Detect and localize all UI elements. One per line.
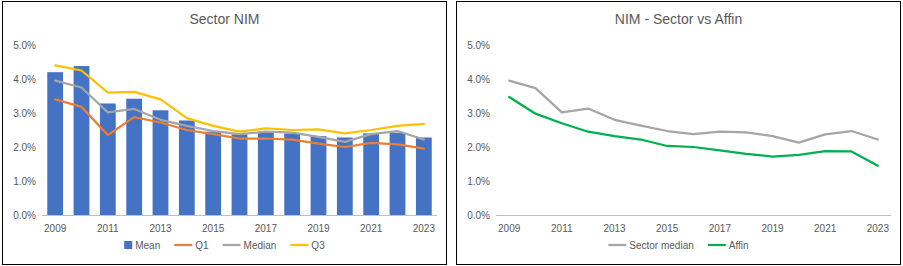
legend-item: Sector median (608, 240, 693, 251)
x-tick-label: 2021 (814, 223, 837, 234)
chart-panel: NIM - Sector vs Affin 0.0% 1.0% 2.0% 3.0% 4.0… (457, 2, 901, 265)
y-tick-label: 0.0% (13, 210, 36, 221)
y-tick-label: 1.0% (467, 176, 490, 187)
y-tick (39, 181, 42, 182)
x-tick-label: 2015 (202, 223, 225, 234)
y-tick-label: 0.0% (467, 210, 490, 221)
legend: Sector median Affin (608, 240, 748, 251)
legend-label: Q3 (311, 240, 325, 251)
y-tick-label: 4.0% (13, 74, 36, 85)
series-line (509, 81, 878, 143)
y-tick (39, 113, 42, 114)
series-line (55, 99, 424, 148)
x-tick-label: 2019 (761, 223, 784, 234)
legend-label: Affin (729, 240, 749, 251)
y-tick (39, 147, 42, 148)
x-axis-line (496, 215, 891, 216)
series-line (509, 97, 878, 166)
legend-label: Median (244, 240, 277, 251)
y-tick-label: 3.0% (13, 108, 36, 119)
y-tick (39, 215, 42, 216)
x-tick-label: 2021 (360, 223, 383, 234)
y-tick (39, 79, 42, 80)
bar (337, 137, 353, 215)
x-tick-label: 2013 (603, 223, 626, 234)
plot-area (509, 81, 878, 166)
legend-swatch (290, 244, 308, 246)
chart-panel: Sector NIM 0.0% 1.0% 2.0% 3.0% 4.0% 5.0% 2009 20… (3, 2, 447, 265)
bar (311, 136, 327, 215)
bar (284, 133, 300, 215)
x-tick-label: 2017 (255, 223, 278, 234)
y-tick-label: 3.0% (467, 108, 490, 119)
legend-label: Mean (135, 240, 160, 251)
legend-item: Q1 (174, 240, 209, 251)
x-tick-label: 2019 (307, 223, 330, 234)
chart-canvas: Sector NIM 0.0% 1.0% 2.0% 3.0% 4.0% 5.0% 2009 20… (0, 0, 903, 266)
y-tick (493, 113, 496, 114)
legend-swatch (124, 241, 132, 249)
x-tick-label: 2011 (97, 223, 119, 234)
legend-item: Affin (708, 240, 749, 251)
bar (100, 103, 116, 215)
panel-frame (457, 2, 901, 265)
x-tick-label: 2009 (44, 223, 67, 234)
panel-frame (3, 2, 447, 265)
legend-item: Mean (124, 240, 160, 251)
x-axis-line (42, 215, 437, 216)
y-tick-label: 5.0% (13, 40, 36, 51)
legend-swatch (608, 244, 626, 246)
legend: Mean Q1 Median Q3 (124, 240, 325, 251)
legend-label: Sector median (629, 240, 693, 251)
bar (47, 72, 63, 215)
chart-title: NIM - Sector vs Affin (615, 11, 742, 27)
bar (205, 132, 221, 215)
y-tick (493, 181, 496, 182)
bar (232, 134, 248, 215)
legend-swatch (223, 244, 241, 246)
x-tick-label: 2015 (656, 223, 679, 234)
y-tick-label: 5.0% (467, 40, 490, 51)
bar (363, 133, 379, 215)
y-tick-label: 1.0% (13, 176, 36, 187)
y-tick-label: 2.0% (13, 142, 36, 153)
bar (153, 110, 169, 215)
legend-swatch (174, 244, 192, 246)
chart-title: Sector NIM (189, 11, 259, 27)
bar (179, 120, 195, 215)
y-tick (493, 215, 496, 216)
legend-swatch (708, 244, 726, 246)
legend-item: Median (223, 240, 277, 251)
y-tick (493, 147, 496, 148)
y-tick (39, 45, 42, 46)
y-tick (493, 79, 496, 80)
y-tick (493, 45, 496, 46)
x-tick-label: 2023 (413, 223, 436, 234)
legend-label: Q1 (195, 240, 209, 251)
x-tick-label: 2009 (498, 223, 521, 234)
x-tick-label: 2013 (149, 223, 172, 234)
bar (258, 132, 274, 215)
legend-item: Q3 (290, 240, 325, 251)
series-line (55, 65, 424, 133)
x-tick-label: 2017 (709, 223, 732, 234)
y-tick-label: 4.0% (467, 74, 490, 85)
x-tick-label: 2011 (551, 223, 573, 234)
plot-area (47, 65, 431, 215)
y-tick-label: 2.0% (467, 142, 490, 153)
x-tick-label: 2023 (867, 223, 890, 234)
